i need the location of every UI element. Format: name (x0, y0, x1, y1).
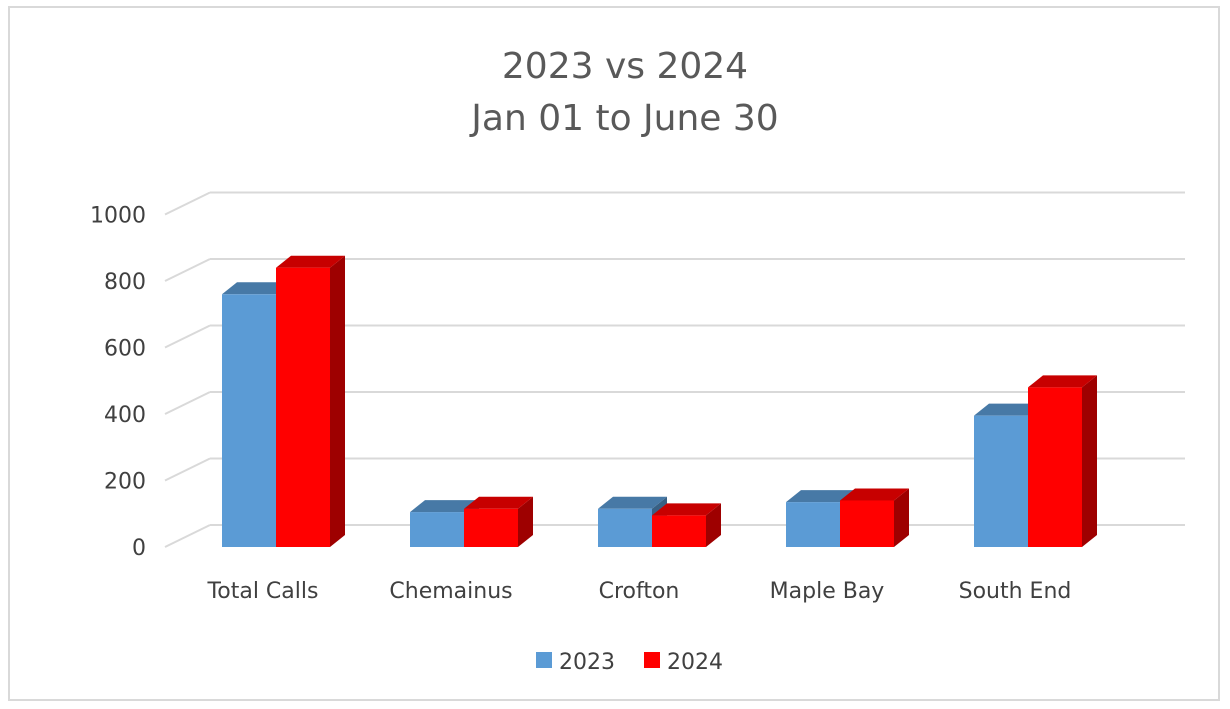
bar-side (330, 255, 345, 547)
legend-label-2023: 2023 (559, 650, 615, 675)
bar-front (974, 415, 1028, 547)
bar-front (840, 500, 894, 547)
bar-top (1028, 375, 1097, 388)
bar-side (706, 503, 721, 547)
bar-side (894, 488, 909, 547)
bar-top (276, 255, 345, 268)
bar-top (464, 496, 533, 509)
y-tick-label: 800 (104, 270, 146, 295)
bar-2024-crofton (652, 503, 721, 547)
gridline-diagonal (164, 324, 211, 349)
category-labels: Total Calls Chemainus Crofton Maple Bay Sout… (207, 579, 1072, 604)
bars (222, 255, 1097, 547)
y-tick-label: 200 (104, 470, 146, 495)
chart-subtitle: Jan 01 to June 30 (469, 98, 778, 139)
bar-2024-chemainus (464, 496, 533, 547)
category-label: Total Calls (207, 579, 319, 604)
bar-front (410, 512, 464, 547)
bar-front (652, 515, 706, 547)
bar-2024-maple-bay (840, 488, 909, 547)
bar-top (840, 488, 909, 501)
legend: 2023 2024 (536, 650, 723, 675)
bar-top (652, 503, 721, 516)
category-label: Chemainus (389, 579, 512, 604)
bar-front (1028, 387, 1082, 547)
gridline-diagonal (164, 391, 211, 415)
bar-top (786, 490, 855, 503)
category-label: South End (959, 579, 1072, 604)
bar-front (598, 508, 652, 547)
bar-2024-total-calls (276, 255, 345, 547)
bar-front (222, 294, 276, 547)
legend-swatch-2023 (536, 652, 552, 668)
gridline-diagonal (164, 258, 211, 282)
chart-frame (8, 6, 1220, 701)
y-axis-ticks: 0 200 400 600 800 1000 (90, 204, 146, 562)
bar-top (222, 282, 291, 295)
bar-2024-south-end (1028, 375, 1097, 547)
bar-top (410, 500, 479, 513)
category-label: Maple Bay (770, 579, 885, 604)
gridline-diagonal (164, 457, 211, 482)
y-tick-label: 1000 (90, 204, 146, 229)
bar-front (786, 502, 840, 547)
bar-top (598, 496, 667, 509)
y-tick-label: 400 (104, 403, 146, 428)
bar-front (464, 508, 518, 547)
bar-side (1082, 375, 1097, 547)
legend-swatch-2024 (644, 652, 660, 668)
y-tick-label: 0 (132, 536, 146, 561)
gridline-diagonal (164, 191, 211, 216)
chart-title: 2023 vs 2024 (502, 46, 748, 87)
category-label: Crofton (599, 579, 680, 604)
legend-label-2024: 2024 (667, 650, 723, 675)
gridline-diagonal (164, 524, 211, 548)
bar-front (276, 267, 330, 547)
bar-side (518, 496, 533, 547)
bar-top (974, 403, 1043, 416)
y-tick-label: 600 (104, 337, 146, 362)
